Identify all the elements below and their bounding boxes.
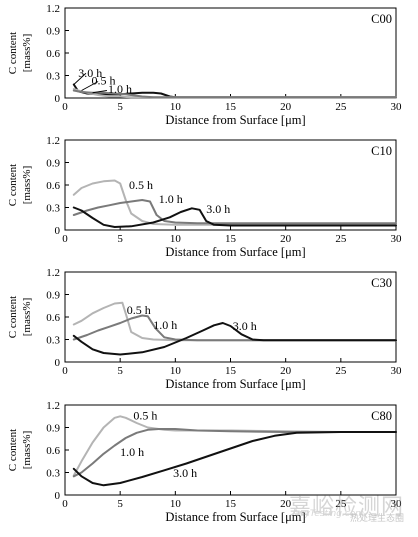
series-label: 3.0 h [206,202,230,216]
x-tick-label: 25 [335,365,347,377]
y-axis-label: C content [7,32,19,74]
panel-label: C00 [371,12,392,26]
x-tick-label: 30 [391,365,403,377]
x-tick-label: 15 [225,365,237,377]
y-tick-label: 0.9 [46,26,60,38]
x-tick-label: 25 [335,233,347,245]
y-axis-label-unit: [mass%] [21,166,33,205]
x-tick-label: 0 [62,498,68,510]
leader-line [81,81,99,91]
series-label: 1.0 h [159,192,183,206]
series-line-10h [72,428,397,478]
watermark-url-text: AnyTesting.com [292,509,364,519]
chart-panel-c00: 0 5 10 15 20 25 30 0 0.3 0.6 0.9 1.2 Distance from S… [7,3,402,127]
x-tick-label: 20 [280,365,292,377]
y-tick-label: 0.3 [46,335,60,347]
y-tick-label: 1.2 [46,135,60,147]
chart-panel-c80: 0 5 10 15 20 25 30 0 0.3 0.6 0.9 1.2 Distance from S… [7,400,402,524]
chart-panel-c30: 0 5 10 15 20 25 30 0 0.3 0.6 0.9 1.2 Distance from S… [7,267,402,391]
series-label: 1.0 h [153,318,177,332]
x-tick-label: 15 [225,101,237,113]
x-tick-label: 30 [391,101,403,113]
y-axis-label-unit: [mass%] [21,298,33,337]
series-label: 3.0 h [173,466,197,480]
y-tick-label: 0 [55,490,61,502]
plot-frame [64,139,397,231]
y-tick-label: 0.9 [46,423,60,435]
x-tick-label: 5 [117,101,123,113]
y-tick-label: 0.9 [46,290,60,302]
x-tick-label: 5 [117,365,123,377]
series-label: 1.0 h [108,82,132,96]
watermark-main-text: 嘉峪检测网 [288,495,404,520]
y-tick-label: 0.6 [46,445,60,457]
panel-label: C80 [371,409,392,423]
series-label: 1.0 h [120,445,144,459]
y-tick-label: 0.6 [46,312,60,324]
y-tick-label: 0.9 [46,158,60,170]
series-line-30h [72,206,397,228]
x-tick-label: 25 [335,101,347,113]
y-axis-label: C content [7,296,19,338]
y-tick-label: 0.6 [46,180,60,192]
watermark: 嘉峪检测网 AnyTesting.com 热处理生态圈 [259,489,404,524]
y-axis-label-unit: [mass%] [21,431,33,470]
x-axis-label: Distance from Surface [μm] [165,245,305,259]
y-tick-label: 0 [55,225,61,237]
y-tick-label: 1.2 [46,267,60,279]
panel-label: C10 [371,144,392,158]
series-line-30h [72,431,397,487]
series-label: 3.0 h [78,66,102,80]
x-tick-label: 0 [62,365,68,377]
x-tick-label: 15 [225,498,237,510]
y-tick-label: 1.2 [46,400,60,412]
y-axis-label: C content [7,429,19,471]
x-tick-label: 10 [170,498,182,510]
leader-line [92,90,107,94]
x-tick-label: 25 [335,498,347,510]
y-tick-label: 1.2 [46,3,60,15]
leader-line [73,72,87,85]
y-tick-label: 0 [55,93,61,105]
y-tick-label: 0 [55,357,61,369]
x-tick-label: 5 [117,498,123,510]
x-tick-label: 10 [170,101,182,113]
y-axis-label-unit: [mass%] [21,34,33,73]
x-tick-label: 0 [62,101,68,113]
series-line-30h [72,322,397,356]
x-tick-label: 20 [280,498,292,510]
x-axis-label: Distance from Surface [μm] [165,510,305,524]
watermark-sub-text: 热处理生态圈 [349,514,404,524]
series-label: 0.5 h [127,303,151,317]
series-label: 0.5 h [133,408,157,422]
series-label: 0.5 h [91,74,115,88]
x-tick-label: 0 [62,233,68,245]
x-tick-label: 30 [391,498,403,510]
x-axis-label: Distance from Surface [μm] [165,377,305,391]
chart-panel-c10: 0 5 10 15 20 25 30 0 0.3 0.6 0.9 1.2 Distance from S… [7,135,402,259]
y-tick-label: 0.3 [46,203,60,215]
plot-frame [64,271,397,363]
y-tick-label: 0.6 [46,48,60,60]
x-tick-label: 10 [170,233,182,245]
x-tick-label: 15 [225,233,237,245]
series-label: 0.5 h [129,178,153,192]
x-tick-label: 20 [280,233,292,245]
series-label: 3.0 h [233,319,257,333]
y-tick-label: 0.3 [46,468,60,480]
x-tick-label: 30 [391,233,403,245]
series-line-10h [72,199,397,225]
x-axis-label: Distance from Surface [μm] [165,113,305,127]
x-tick-label: 5 [117,233,123,245]
y-axis-label: C content [7,164,19,206]
x-tick-label: 20 [280,101,292,113]
x-tick-label: 10 [170,365,182,377]
y-tick-label: 0.3 [46,71,60,83]
panel-label: C30 [371,276,392,290]
